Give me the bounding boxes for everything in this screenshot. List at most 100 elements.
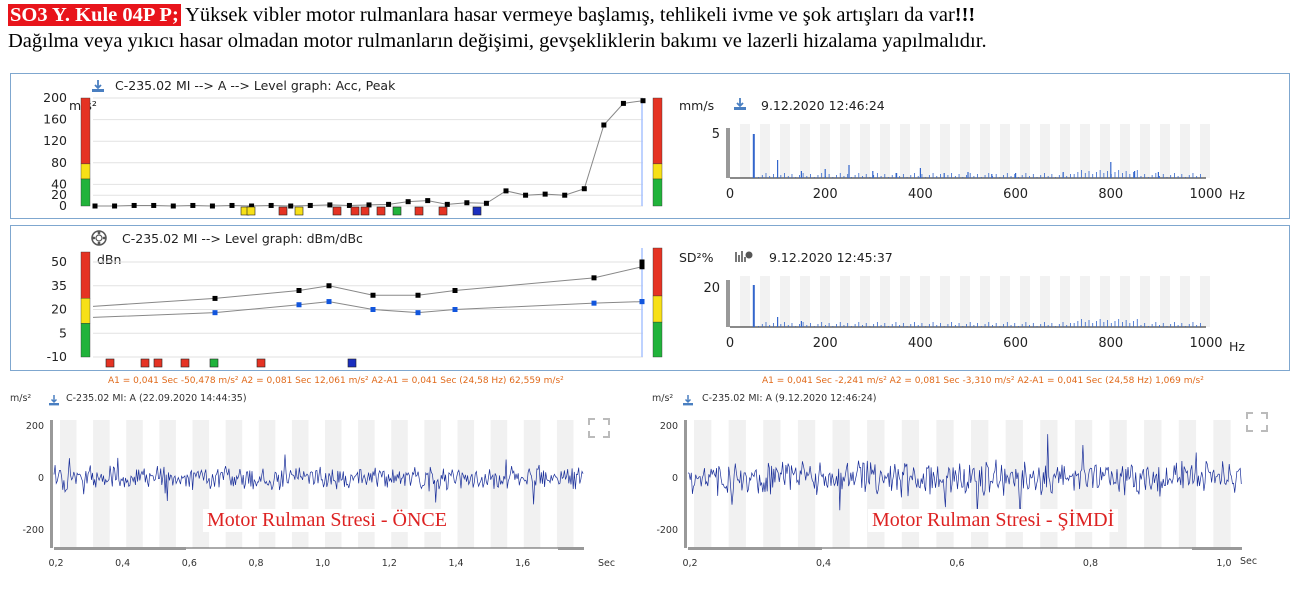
y-tick-label: 5 xyxy=(59,325,67,340)
severity-segment-red xyxy=(652,97,663,165)
spectrum-x-unit: Hz xyxy=(1229,187,1245,202)
data-point xyxy=(639,259,645,265)
background-band xyxy=(1120,124,1130,178)
severity-segment-yellow xyxy=(652,163,663,180)
x-tick-label: 1,0 xyxy=(1216,558,1231,569)
waveform-chart-before: 200 0 -200 0,2 0,4 0,6 0,8 1,0 1,2 1,4 1,6 Sec xyxy=(22,420,615,569)
waveform-caption-now: Motor Rulman Stresi - ŞİMDİ xyxy=(868,509,1119,532)
x-tick-label: 0,6 xyxy=(182,558,197,569)
y-tick-label: 5 xyxy=(712,127,720,142)
background-band xyxy=(728,420,746,548)
event-marker-blue xyxy=(347,358,357,368)
data-point xyxy=(212,310,218,316)
y-tick-label: 200 xyxy=(660,421,678,432)
x-tick-label: 200 xyxy=(813,336,838,351)
background-band xyxy=(523,420,541,548)
x-tick-label: 0,6 xyxy=(949,558,964,569)
x-tick-label: 1000 xyxy=(1189,336,1222,351)
background-band xyxy=(880,124,890,178)
background-band xyxy=(1178,420,1197,548)
severity-segment-yellow xyxy=(80,163,91,180)
data-point xyxy=(542,191,548,197)
event-marker-yellow xyxy=(294,206,304,216)
event-marker-red xyxy=(350,206,360,216)
x-tick-label: 600 xyxy=(1003,336,1028,351)
data-point xyxy=(92,203,98,209)
cursor-readout-right: A1 = 0,041 Sec -2,241 m/s² A2 = 0,081 Se… xyxy=(762,376,1204,386)
background-band xyxy=(960,276,970,327)
x-tick-label: 1,4 xyxy=(448,558,463,569)
x-tick-label: 400 xyxy=(908,336,933,351)
x-tick-label: 400 xyxy=(908,187,933,202)
data-point xyxy=(562,192,568,198)
background-band xyxy=(920,276,930,327)
signal-trace xyxy=(53,454,584,505)
machine-tag: SO3 Y. Kule 04P P; xyxy=(8,4,181,26)
spectrum-x-unit: Hz xyxy=(1229,339,1245,354)
background-band xyxy=(1140,124,1150,178)
y-tick-label: 40 xyxy=(51,176,67,191)
shock-pulse-icon xyxy=(735,248,753,262)
download-icon[interactable] xyxy=(733,96,747,110)
severity-segment-green xyxy=(80,323,91,358)
download-icon[interactable] xyxy=(91,78,105,92)
data-point xyxy=(581,186,587,192)
severity-segment-yellow xyxy=(652,295,663,323)
x-tick-label: 0,4 xyxy=(115,558,130,569)
waveform-panel-before: m/s² C-235.02 MI: A (22.09.2020 14:44:35… xyxy=(0,388,630,588)
data-point xyxy=(268,202,274,208)
x-tick-label: 1,0 xyxy=(315,558,330,569)
data-point xyxy=(366,202,372,208)
background-band xyxy=(820,124,830,178)
range-bar xyxy=(1192,547,1242,550)
background-band xyxy=(860,276,870,327)
download-icon[interactable] xyxy=(48,391,60,406)
event-marker-blue xyxy=(472,206,482,216)
x-tick-label: 0,8 xyxy=(1083,558,1098,569)
background-band xyxy=(1213,420,1231,548)
background-band xyxy=(1080,276,1090,327)
y-tick-label: 20 xyxy=(51,302,67,317)
background-band xyxy=(1020,124,1030,178)
y-tick-label: -200 xyxy=(22,525,44,536)
y-tick-label: 0 xyxy=(59,198,67,213)
data-point xyxy=(209,203,215,209)
x-tick-label: 0,2 xyxy=(682,558,697,569)
background-band xyxy=(1080,124,1090,178)
background-band xyxy=(760,124,770,178)
fullscreen-icon[interactable] xyxy=(588,418,610,438)
y-tick-label: -10 xyxy=(47,349,67,364)
x-tick-label: 0,2 xyxy=(48,558,63,569)
data-point xyxy=(444,201,450,207)
background-band xyxy=(1160,124,1170,178)
background-band xyxy=(1020,276,1030,327)
background-band xyxy=(740,276,750,327)
fullscreen-icon[interactable] xyxy=(1246,412,1268,432)
data-point xyxy=(190,202,196,208)
background-band xyxy=(900,276,910,327)
background-band xyxy=(780,124,790,178)
background-band xyxy=(740,124,750,178)
range-bar xyxy=(688,547,822,550)
data-point xyxy=(370,307,376,312)
y-tick-label: 35 xyxy=(51,278,67,293)
header-line-2: Dağılma veya yıkıcı hasar olmadan motor … xyxy=(8,30,987,52)
y-tick-label: 0 xyxy=(672,473,678,484)
x-tick-label: 1,6 xyxy=(515,558,530,569)
background-band xyxy=(840,276,850,327)
background-band xyxy=(780,276,790,327)
header-line-1: SO3 Y. Kule 04P P; Yüksek vibler motor r… xyxy=(8,2,1298,28)
background-band xyxy=(1100,276,1110,327)
data-point xyxy=(601,122,607,128)
download-icon[interactable] xyxy=(682,391,694,406)
event-marker-red xyxy=(438,206,448,216)
range-bar xyxy=(558,547,584,550)
data-point xyxy=(112,203,118,209)
waveform-chart-now: 200 0 -200 0,2 0,4 0,6 0,8 1,0 xyxy=(656,420,1242,569)
background-band xyxy=(900,124,910,178)
background-band xyxy=(1144,420,1162,548)
panel-title: C-235.02 MI --> A --> Level graph: Acc, … xyxy=(115,78,396,93)
data-point xyxy=(483,200,489,206)
waveform-title: C-235.02 MI: A (22.09.2020 14:44:35) xyxy=(66,393,247,404)
x-tick-label: 0,8 xyxy=(248,558,263,569)
